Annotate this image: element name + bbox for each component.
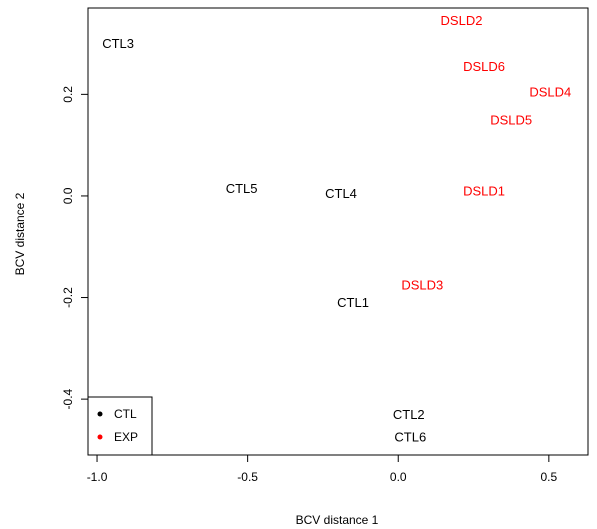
point-label-ctl1: CTL1 [337,295,369,310]
x-tick-label: 0.0 [390,470,407,484]
point-label-ctl6: CTL6 [394,430,426,445]
axes: -1.0 -0.5 0.0 0.5 -0.4 -0.2 0.0 0.2 [61,86,558,484]
legend: CTL EXP [87,396,153,456]
point-label-dsld4: DSLD4 [529,84,571,99]
point-label-ctl3: CTL3 [102,36,134,51]
plot-area [87,7,589,456]
point-label-ctl5: CTL5 [226,181,258,196]
point-label-dsld2: DSLD2 [441,13,483,28]
legend-marker-exp [97,434,103,440]
y-tick-label: 0.0 [61,187,75,204]
point-label-dsld6: DSLD6 [463,59,505,74]
point-label-dsld1: DSLD1 [463,183,505,198]
point-label-dsld3: DSLD3 [401,277,443,292]
plot-frame [87,7,589,456]
legend-box [87,396,153,456]
legend-label-ctl: CTL [114,407,137,421]
y-axis-title: BCV distance 2 [13,192,27,275]
legend-marker-ctl [97,411,103,417]
x-tick-label: 0.5 [540,470,557,484]
legend-label-exp: EXP [114,430,138,444]
y-tick-label: -0.2 [61,287,75,308]
y-tick-label: 0.2 [61,86,75,103]
point-label-ctl2: CTL2 [393,407,425,422]
point-label-dsld5: DSLD5 [490,112,532,127]
data-points: CTL3 CTL5 CTL4 CTL1 CTL2 CTL6 DSLD2 DSLD6 DSLD4 D… [102,13,571,445]
point-label-ctl4: CTL4 [325,186,357,201]
x-tick-label: -1.0 [87,470,108,484]
x-tick-label: -0.5 [237,470,258,484]
x-axis-title: BCV distance 1 [296,513,379,527]
y-tick-label: -0.4 [61,388,75,409]
